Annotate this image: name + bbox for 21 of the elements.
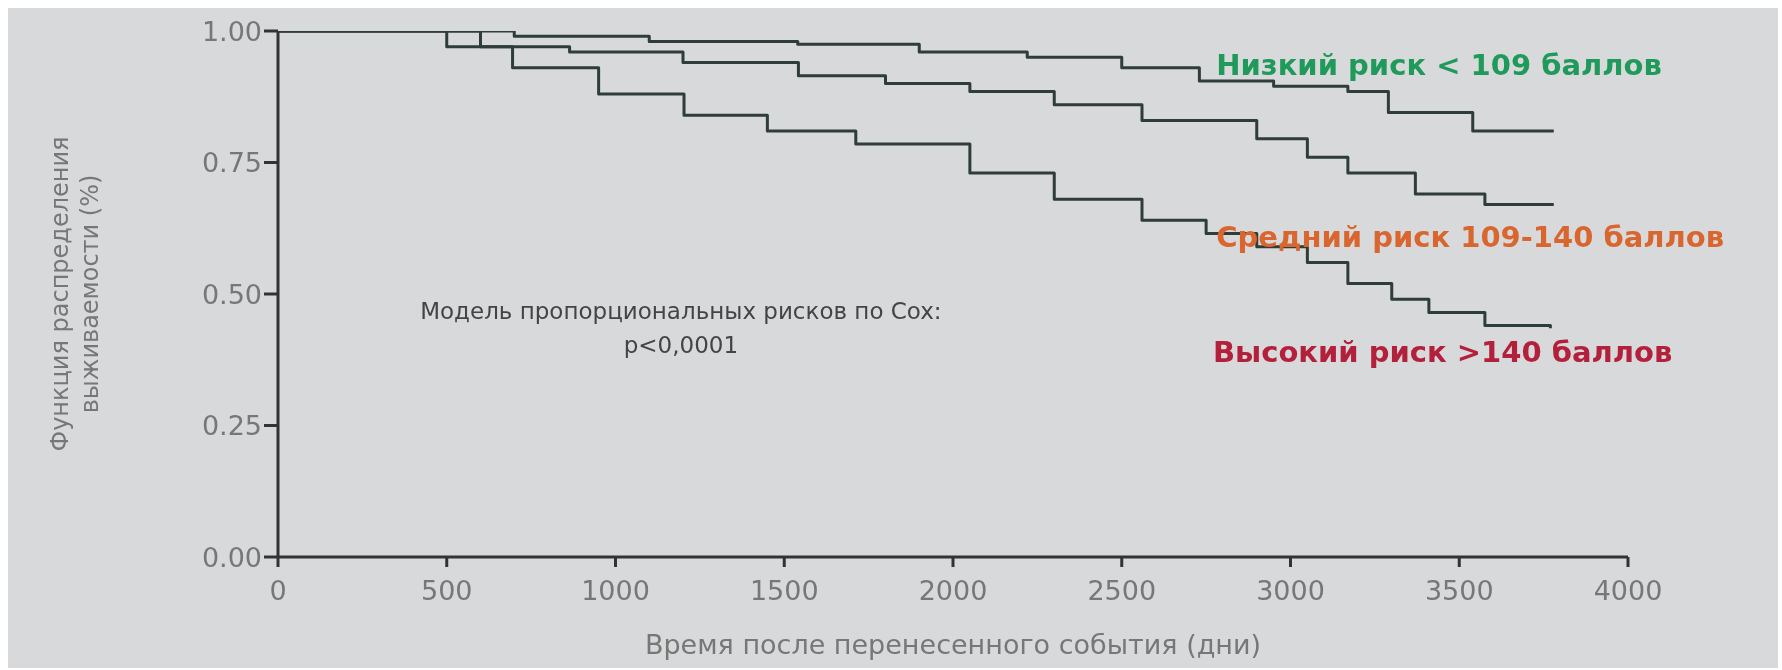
y-tick-label: 0.50	[201, 278, 262, 310]
series-label: Низкий риск < 109 баллов	[1216, 47, 1662, 82]
x-tick-label: 0	[269, 575, 287, 607]
y-tick-label: 0.00	[201, 541, 262, 573]
x-tick-label: 500	[420, 575, 473, 607]
x-tick-label: 1000	[581, 575, 650, 607]
x-tick-label: 2500	[1087, 575, 1157, 607]
series-label: Средний риск 109-140 баллов	[1216, 219, 1724, 254]
annotation: p<0,0001	[622, 332, 740, 358]
y-tick-label: 1.00	[201, 15, 262, 47]
annotation: Модель пропорциональных рисков по Cox:	[419, 298, 943, 324]
x-tick-label: 1500	[749, 575, 819, 607]
x-tick-label: 3000	[1256, 575, 1325, 607]
x-axis-title: Время после перенесенного события (дни)	[644, 629, 1262, 660]
series-label: Высокий риск >140 баллов	[1212, 335, 1673, 370]
x-tick-label: 4000	[1593, 575, 1663, 607]
y-axis-title: Функция распределения выживаемости (%)	[46, 136, 104, 452]
x-tick-label: 2000	[918, 575, 988, 607]
y-tick-label: 0.75	[201, 147, 262, 179]
y-tick-label: 0.25	[201, 410, 262, 442]
x-tick-label: 3500	[1424, 575, 1494, 607]
